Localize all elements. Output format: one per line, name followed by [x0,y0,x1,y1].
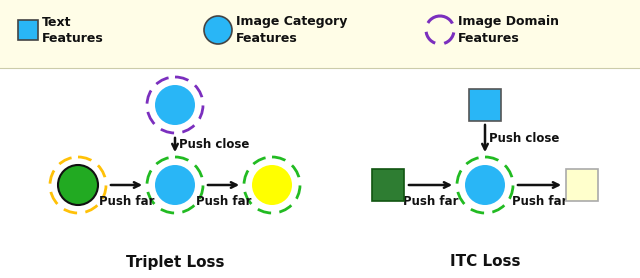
Bar [372,169,404,201]
Circle shape [155,165,195,205]
Text: Push far: Push far [403,195,458,208]
Text: Triplet Loss: Triplet Loss [125,254,224,269]
Text: Push close: Push close [179,138,250,152]
Circle shape [204,16,232,44]
Bar [469,89,501,121]
Text: Push far: Push far [196,195,252,208]
Text: Push close: Push close [489,133,559,145]
Text: Push far: Push far [99,195,154,208]
Circle shape [252,165,292,205]
Bar [0,68,640,278]
Circle shape [58,165,98,205]
Bar [0,0,640,68]
Text: Image Category
Features: Image Category Features [236,16,348,44]
Text: Push far: Push far [512,195,567,208]
Bar [566,169,598,201]
Bar [18,20,38,40]
Text: Text
Features: Text Features [42,16,104,44]
Text: Image Domain
Features: Image Domain Features [458,16,559,44]
Circle shape [155,85,195,125]
Circle shape [465,165,505,205]
Text: ITC Loss: ITC Loss [450,254,520,269]
